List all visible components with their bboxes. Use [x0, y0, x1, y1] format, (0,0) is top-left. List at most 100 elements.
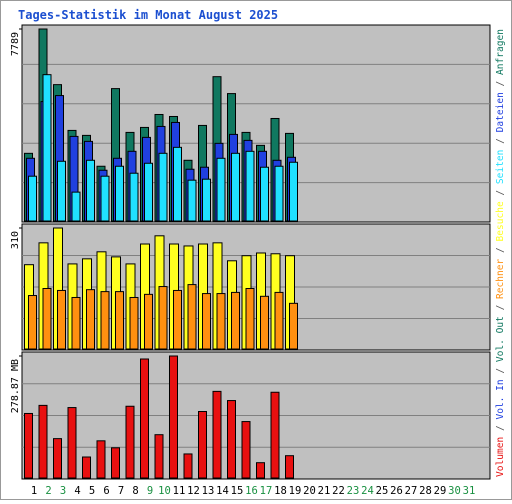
- bar: [144, 293, 153, 350]
- bar: [71, 191, 81, 222]
- legend-separator: /: [495, 420, 506, 437]
- x-tick-label: 6: [103, 485, 109, 497]
- x-tick-label: 3: [60, 485, 66, 497]
- bar: [187, 284, 197, 350]
- x-tick-label: 28: [419, 485, 432, 497]
- bar: [140, 358, 149, 479]
- bar: [86, 159, 95, 222]
- bar: [42, 288, 52, 350]
- legend-entry: Rechner: [495, 259, 506, 299]
- bar: [28, 175, 37, 222]
- bar: [115, 291, 124, 350]
- x-tick-label: 21: [318, 485, 331, 497]
- x-tick-label: 12: [187, 485, 200, 497]
- x-tick-label: 30: [448, 485, 461, 497]
- legend-entry: Vol. Out: [495, 316, 506, 362]
- legend-separator: /: [495, 299, 506, 316]
- legend-entry: Volumen: [495, 437, 506, 477]
- bar: [216, 293, 226, 350]
- x-tick-label: 9: [147, 485, 153, 497]
- x-tick-label: 10: [158, 485, 171, 497]
- x-tick-label: 20: [303, 485, 316, 497]
- bar: [53, 438, 62, 479]
- bar: [202, 293, 211, 350]
- bar: [256, 462, 265, 479]
- x-tick-label: 13: [202, 485, 215, 497]
- bar: [231, 152, 240, 222]
- bar: [285, 455, 294, 479]
- bar: [96, 440, 106, 479]
- chart-title: Tages-Statistik im Monat August 2025: [18, 8, 278, 22]
- bar: [227, 400, 236, 479]
- bar: [158, 152, 168, 222]
- bar: [144, 162, 153, 222]
- bar: [212, 390, 222, 479]
- bar: [57, 160, 66, 222]
- x-tick-label: 17: [260, 485, 273, 497]
- bar: [115, 165, 124, 222]
- bar: [111, 447, 120, 479]
- x-tick-label: 4: [74, 485, 80, 497]
- legend-separator: /: [495, 242, 506, 259]
- x-tick-label: 5: [89, 485, 95, 497]
- bar: [154, 434, 164, 479]
- bar: [216, 157, 226, 222]
- bar: [158, 286, 168, 350]
- bar: [42, 74, 52, 222]
- x-tick-label: 25: [376, 485, 389, 497]
- bar: [260, 295, 269, 350]
- legend-entry: Seiten: [495, 150, 506, 184]
- x-tick-label: 19: [289, 485, 302, 497]
- bar: [82, 456, 91, 479]
- bar: [28, 295, 37, 350]
- bar: [245, 150, 255, 222]
- legend-separator: /: [495, 184, 506, 201]
- x-tick-label: 27: [405, 485, 418, 497]
- bar: [71, 296, 81, 350]
- legend-entry: Vol. In: [495, 379, 506, 419]
- x-tick-label: 7: [118, 485, 124, 497]
- legend-separator: /: [495, 75, 506, 92]
- x-tick-label: 29: [434, 485, 447, 497]
- x-tick-label: 16: [245, 485, 258, 497]
- bar: [100, 291, 110, 350]
- bar: [100, 175, 110, 222]
- x-tick-label: 22: [332, 485, 345, 497]
- bar: [169, 355, 178, 479]
- bar: [173, 146, 182, 222]
- bar: [67, 407, 77, 479]
- x-tick-label: 2: [45, 485, 51, 497]
- bar: [125, 405, 135, 479]
- bar: [289, 161, 298, 222]
- bar: [231, 291, 240, 350]
- x-tick-label: 18: [274, 485, 287, 497]
- bar: [202, 178, 211, 222]
- legend: Volumen / Vol. In / Vol. Out / Rechner /…: [495, 29, 506, 477]
- bar: [270, 391, 280, 479]
- bar: [289, 302, 298, 350]
- bar: [183, 453, 193, 479]
- legend-entry: Anfragen: [495, 29, 506, 75]
- legend-entry: Besuche: [495, 201, 506, 241]
- bar: [260, 166, 269, 222]
- x-tick-label: 11: [173, 485, 186, 497]
- legend-separator: /: [495, 132, 506, 149]
- x-tick-label: 8: [132, 485, 138, 497]
- x-tick-label: 24: [361, 485, 374, 497]
- y-tick-label: 278.87 MB: [10, 359, 21, 413]
- x-tick-label: 26: [390, 485, 403, 497]
- legend-entry: Dateien: [495, 92, 506, 132]
- bar: [241, 421, 251, 479]
- bar: [173, 289, 182, 350]
- x-tick-label: 31: [463, 485, 476, 497]
- bar: [24, 412, 33, 479]
- bar: [274, 165, 284, 222]
- bar: [187, 179, 197, 222]
- x-tick-label: 15: [231, 485, 244, 497]
- bar: [274, 291, 284, 350]
- y-tick-label: 310: [10, 231, 21, 249]
- legend-separator: /: [495, 362, 506, 379]
- x-tick-label: 1: [31, 485, 37, 497]
- x-tick-label: 23: [347, 485, 360, 497]
